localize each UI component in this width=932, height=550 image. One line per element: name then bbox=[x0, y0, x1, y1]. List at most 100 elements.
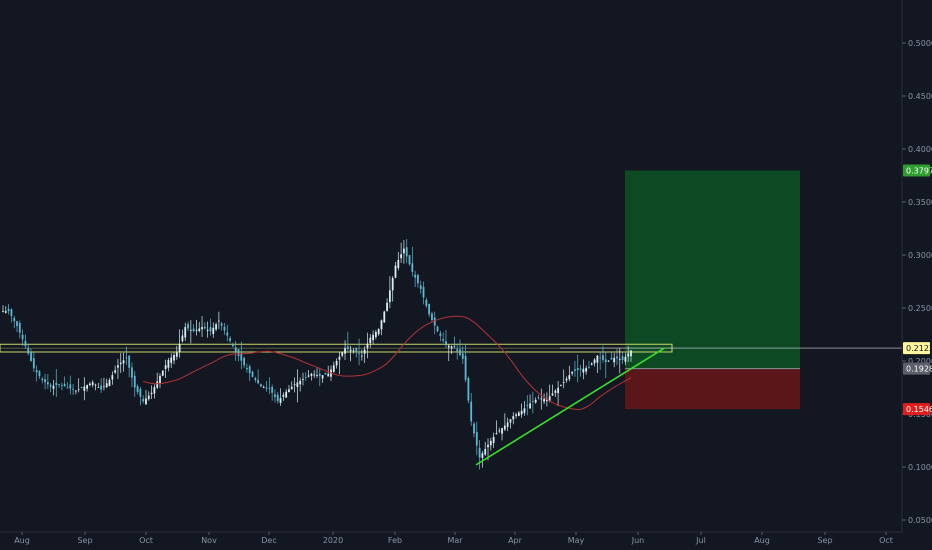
candle-body bbox=[344, 348, 346, 354]
candle-body bbox=[206, 329, 209, 331]
candle-body bbox=[624, 356, 627, 362]
candle-body bbox=[388, 290, 391, 303]
candle-body bbox=[173, 354, 175, 361]
x-tick-label: Oct bbox=[879, 536, 893, 545]
candle-body bbox=[588, 367, 590, 369]
candle-body bbox=[27, 347, 30, 354]
overlay-layer bbox=[143, 315, 665, 466]
candle-body bbox=[495, 433, 498, 435]
candle-body bbox=[596, 355, 599, 363]
candle-body bbox=[226, 332, 229, 336]
candle-body bbox=[100, 385, 103, 390]
candle-body bbox=[571, 371, 574, 374]
candle-body bbox=[69, 384, 72, 389]
x-tick-label: Jul bbox=[695, 536, 706, 545]
candle-body bbox=[436, 326, 439, 332]
candle-body bbox=[103, 386, 105, 388]
candle-body bbox=[125, 357, 128, 359]
candle-body bbox=[164, 365, 167, 370]
candle-body bbox=[203, 326, 206, 329]
candle-body bbox=[355, 347, 358, 353]
candle-body bbox=[543, 398, 545, 402]
candle-body bbox=[13, 317, 16, 322]
x-tick-label: 2020 bbox=[323, 536, 343, 545]
x-tick-label: Sep bbox=[77, 536, 92, 545]
candle-body bbox=[363, 349, 366, 354]
candle-body bbox=[433, 317, 436, 326]
candle-body bbox=[271, 387, 274, 393]
candle-body bbox=[231, 344, 234, 347]
candle-body bbox=[268, 387, 271, 389]
candle-body bbox=[60, 385, 63, 387]
candle-body bbox=[161, 370, 164, 376]
candle-body bbox=[529, 403, 531, 409]
candle-body bbox=[450, 346, 453, 349]
candle-body bbox=[574, 369, 576, 371]
candle-body bbox=[209, 327, 212, 332]
candle-body bbox=[150, 392, 153, 395]
x-tick-label: Dec bbox=[261, 536, 276, 545]
candle-body bbox=[307, 375, 310, 377]
candle-body bbox=[459, 349, 461, 355]
candle-body bbox=[111, 375, 114, 380]
candle-body bbox=[94, 384, 97, 386]
candle-body bbox=[520, 410, 523, 415]
candle-body bbox=[91, 382, 94, 385]
x-axis[interactable]: Aug Sep Oct Nov Dec 2020 Feb Mar Apr May Jun Jul Aug… bbox=[14, 532, 893, 545]
candle-body bbox=[274, 394, 276, 398]
candle-body bbox=[178, 344, 181, 352]
candle-body bbox=[299, 380, 302, 385]
candle-body bbox=[461, 353, 464, 359]
candle-body bbox=[248, 366, 251, 374]
candle-body bbox=[475, 432, 478, 446]
loss-zone[interactable] bbox=[625, 368, 800, 410]
candle-body bbox=[411, 263, 414, 272]
x-tick-label: Sep bbox=[817, 536, 832, 545]
candle-body bbox=[419, 285, 422, 289]
candle-body bbox=[585, 368, 588, 372]
candle-body bbox=[55, 382, 58, 386]
candle-body bbox=[403, 248, 405, 254]
candle-body bbox=[568, 375, 571, 380]
candle-body bbox=[288, 389, 290, 393]
candle-body bbox=[304, 377, 307, 378]
candle-body bbox=[349, 349, 352, 352]
candle-body bbox=[545, 399, 548, 402]
candle-body bbox=[464, 355, 467, 380]
profit-zone[interactable] bbox=[625, 170, 800, 369]
candle-body bbox=[215, 324, 217, 330]
candle-body bbox=[562, 382, 565, 383]
ascending-trendline[interactable] bbox=[475, 347, 665, 466]
candle-body bbox=[24, 340, 27, 347]
x-tick-label: Nov bbox=[201, 536, 217, 545]
candle-body bbox=[189, 329, 192, 331]
candle-body bbox=[254, 378, 257, 381]
candle-body bbox=[201, 327, 203, 330]
candle-body bbox=[380, 320, 383, 330]
candle-body bbox=[156, 381, 159, 388]
candle-body bbox=[257, 379, 260, 384]
candle-body bbox=[610, 357, 613, 360]
price-tag-label: 0.3797 bbox=[906, 167, 932, 176]
candle-body bbox=[181, 335, 184, 342]
candle-body bbox=[80, 387, 83, 388]
candle-body bbox=[46, 382, 49, 385]
candle-body bbox=[515, 414, 517, 416]
candle-body bbox=[456, 349, 459, 352]
candle-body bbox=[346, 346, 349, 349]
candle-body bbox=[74, 390, 77, 392]
candle-body bbox=[86, 385, 89, 389]
candle-body bbox=[428, 303, 431, 315]
candle-body bbox=[246, 368, 248, 370]
candle-body bbox=[229, 338, 231, 341]
price-tag-label: 0.1928 bbox=[906, 365, 932, 374]
candle-body bbox=[621, 356, 624, 360]
candle-body bbox=[377, 329, 380, 335]
candle-body bbox=[445, 341, 447, 346]
